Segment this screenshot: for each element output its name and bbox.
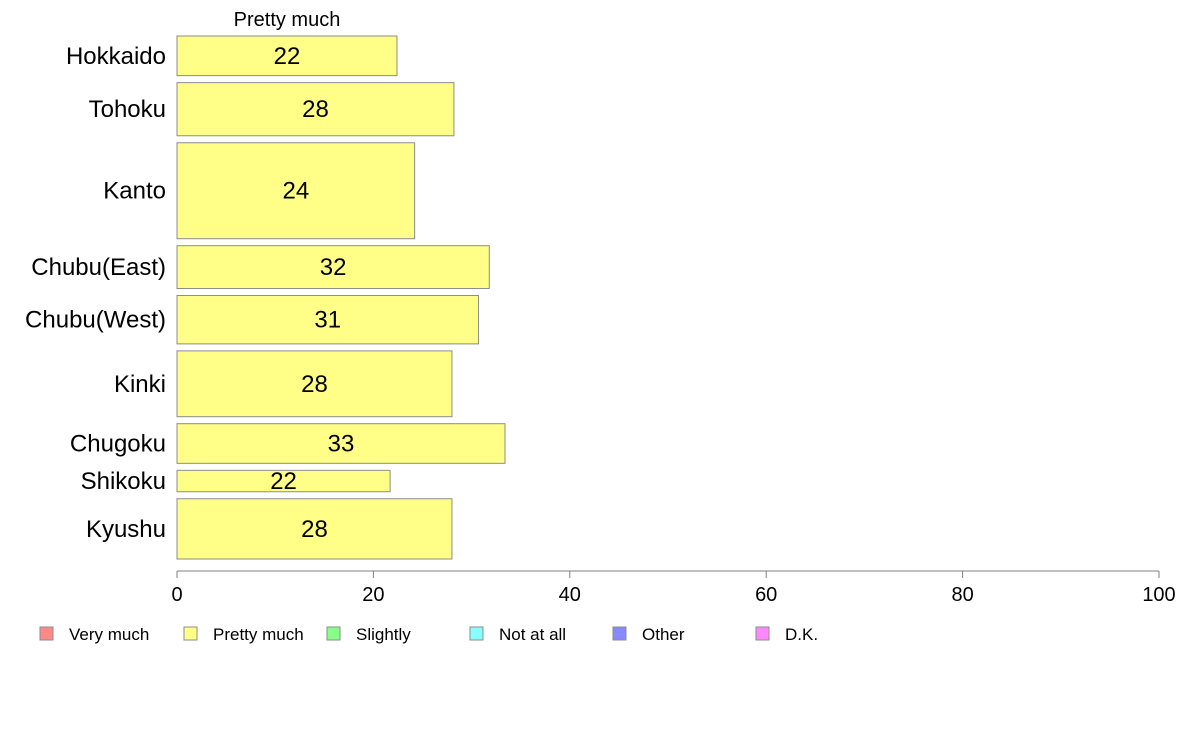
- legend-swatch-not-at-all: [469, 626, 484, 641]
- bars: [176, 35, 506, 560]
- x-axis: 0 20 40 60 80 100: [171, 570, 1176, 606]
- legend-swatch-pretty-much: [183, 626, 198, 641]
- legend-label-very-much: Very much: [69, 625, 149, 644]
- category-label-shikoku: Shikoku: [81, 468, 166, 495]
- value-label-chubu-west: 31: [314, 307, 341, 334]
- legend-label-slightly: Slightly: [356, 625, 411, 644]
- bar-pretty-much-tohoku: [176, 82, 455, 137]
- legend-label-d-k: D.K.: [785, 625, 818, 644]
- bar-pretty-much-kyushu: [176, 498, 453, 560]
- legend: Very much Pretty much Slightly Not at all Ot…: [39, 625, 818, 644]
- category-label-chubu-east: Chubu(East): [31, 254, 166, 281]
- category-labels: Hokkaido Tohoku Kanto Chubu(East) Chubu(West…: [25, 43, 166, 543]
- value-label-chugoku: 33: [328, 431, 355, 458]
- x-tick-label-20: 20: [362, 584, 384, 606]
- x-tick-label-100: 100: [1142, 584, 1175, 606]
- series-header: Pretty much: [234, 9, 341, 31]
- x-tick-label-40: 40: [559, 584, 581, 606]
- category-label-chubu-west: Chubu(West): [25, 307, 166, 334]
- value-label-shikoku: 22: [270, 468, 297, 495]
- legend-label-not-at-all: Not at all: [499, 625, 566, 644]
- category-label-kyushu: Kyushu: [86, 516, 166, 543]
- bar-pretty-much-kanto: [176, 142, 416, 240]
- category-label-tohoku: Tohoku: [89, 96, 166, 123]
- bar-pretty-much-kinki: [176, 350, 453, 418]
- legend-label-other: Other: [642, 625, 685, 644]
- category-label-kanto: Kanto: [103, 178, 166, 205]
- value-label-kanto: 24: [282, 178, 309, 205]
- value-label-kinki: 28: [301, 371, 328, 398]
- x-tick-label-80: 80: [951, 584, 973, 606]
- value-label-chubu-east: 32: [320, 254, 347, 281]
- x-tick-label-0: 0: [171, 584, 182, 606]
- bar-pretty-much-chubu-west: [176, 295, 479, 345]
- legend-swatch-other: [612, 626, 627, 641]
- value-label-hokkaido: 22: [274, 43, 301, 70]
- bar-pretty-much-chubu-east: [176, 245, 490, 290]
- category-label-kinki: Kinki: [114, 371, 166, 398]
- bar-pretty-much-chugoku: [176, 423, 506, 464]
- category-label-chugoku: Chugoku: [70, 431, 166, 458]
- x-tick-label-60: 60: [755, 584, 777, 606]
- legend-label-pretty-much: Pretty much: [213, 625, 304, 644]
- value-label-kyushu: 28: [301, 516, 328, 543]
- legend-swatch-d-k: [755, 626, 770, 641]
- bar-pretty-much-shikoku: [176, 469, 391, 493]
- value-label-tohoku: 28: [302, 96, 329, 123]
- legend-swatch-very-much: [39, 626, 54, 641]
- category-label-hokkaido: Hokkaido: [66, 43, 166, 70]
- bar-pretty-much-hokkaido: [176, 35, 398, 77]
- legend-swatch-slightly: [326, 626, 341, 641]
